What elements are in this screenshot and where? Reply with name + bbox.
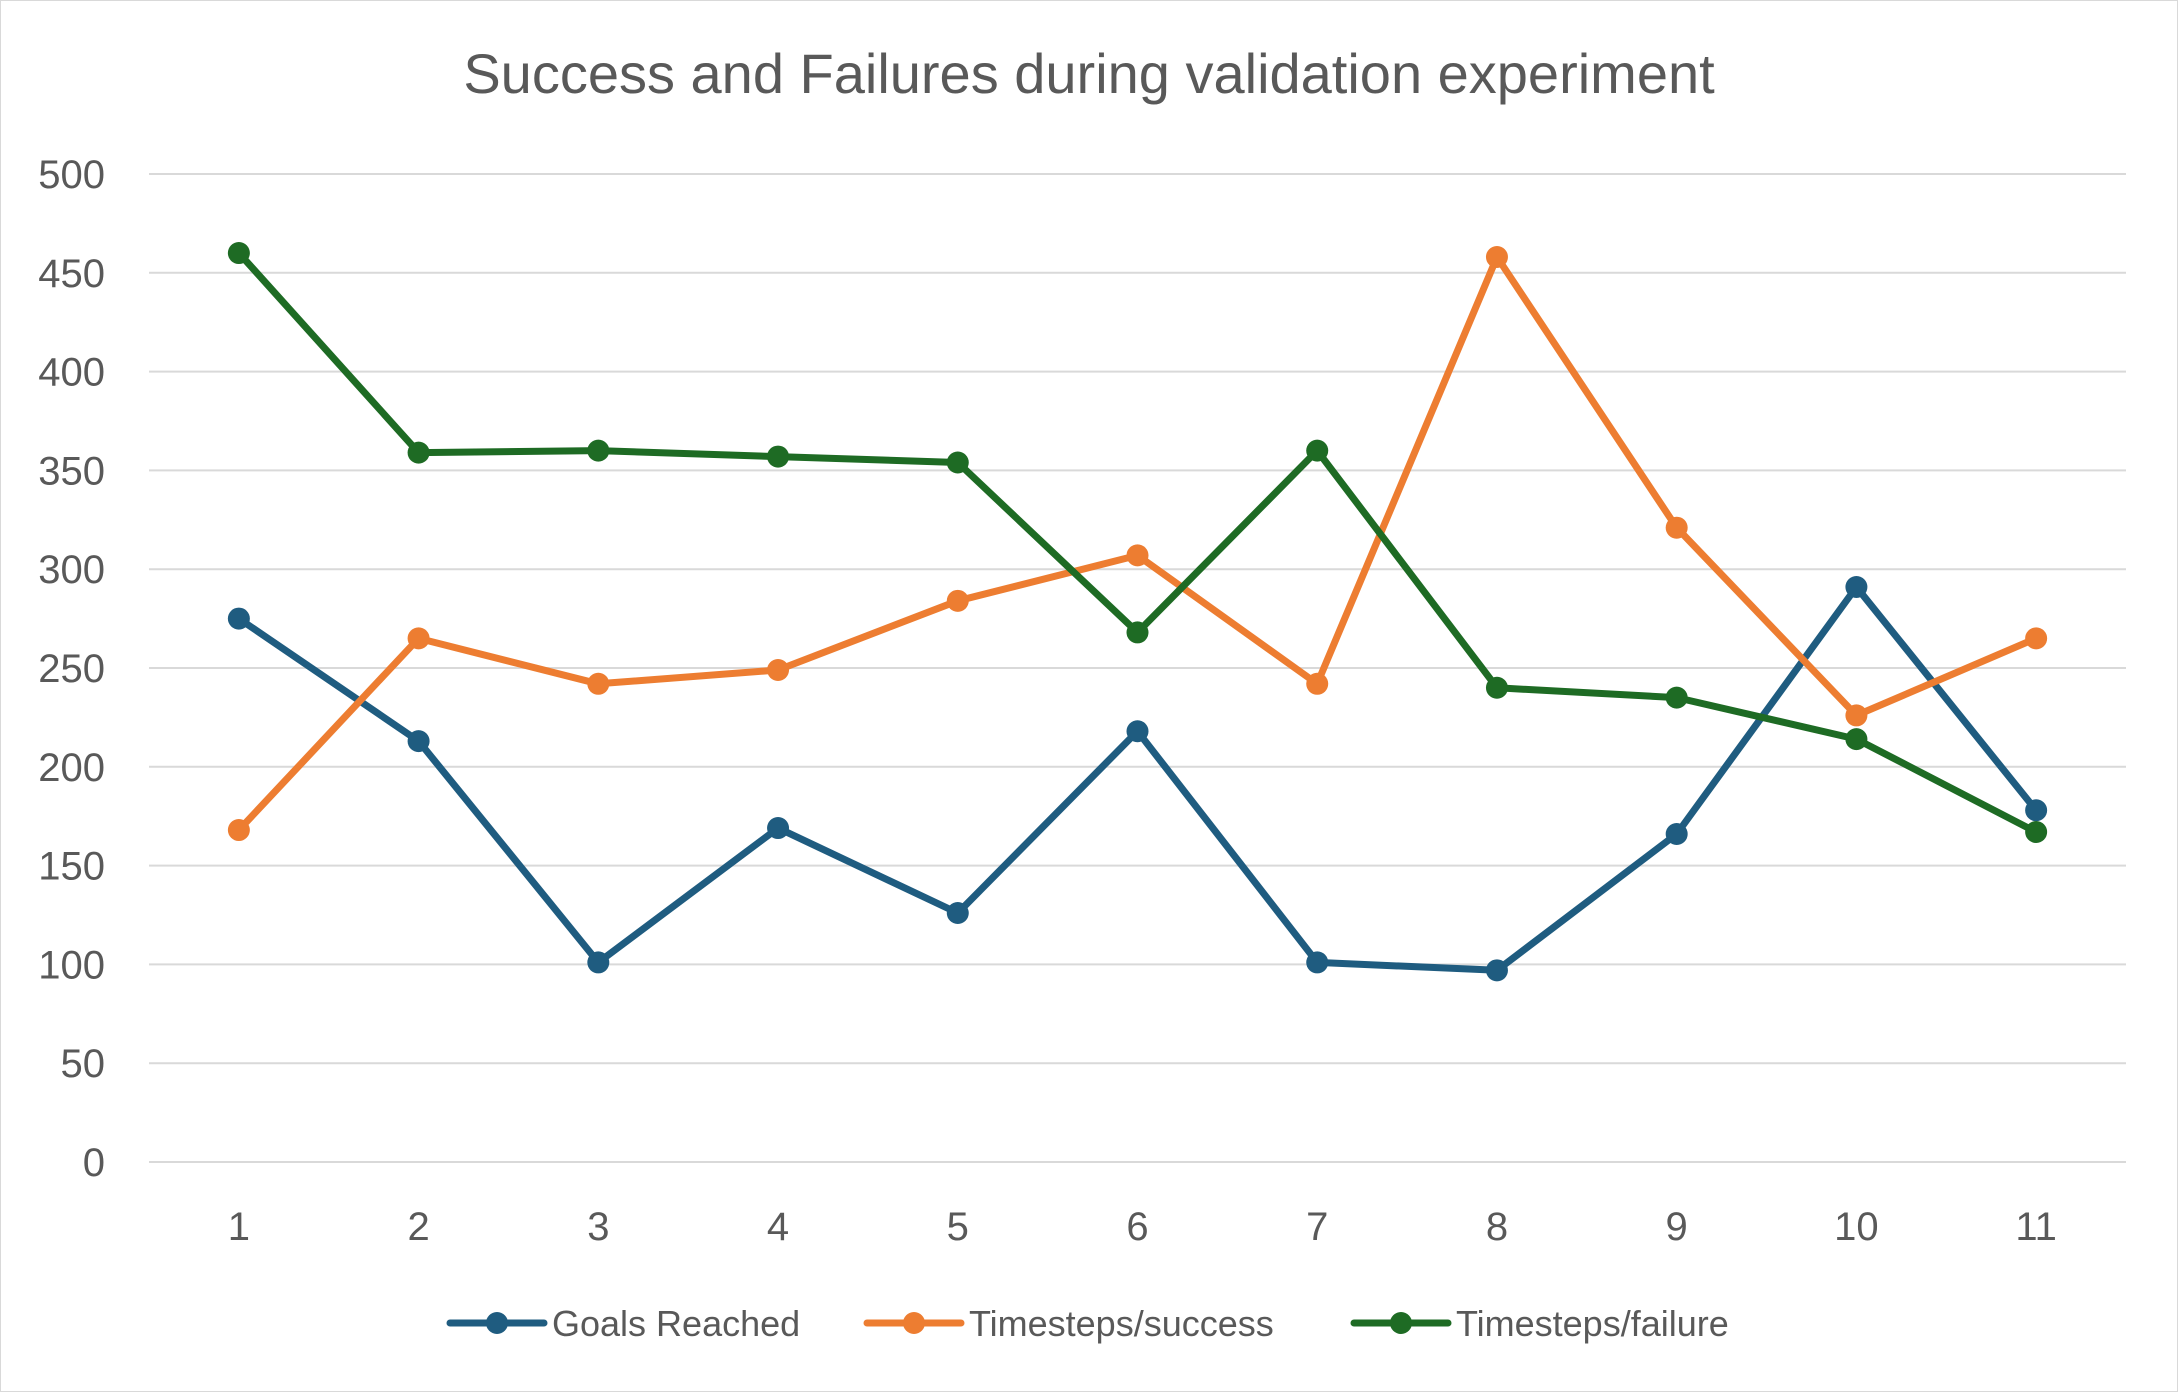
legend-entry-timesteps-success: Timesteps/success bbox=[863, 1303, 1274, 1344]
data-point bbox=[227, 819, 250, 842]
data-point bbox=[2025, 821, 2048, 844]
y-tick-label: 300 bbox=[38, 548, 105, 592]
data-point bbox=[587, 951, 610, 974]
data-point bbox=[1845, 575, 1868, 598]
series-line-goals-reached bbox=[235, 583, 2040, 974]
y-tick-label: 200 bbox=[38, 746, 105, 790]
legend-entry-goals-reached: Goals Reached bbox=[446, 1303, 800, 1344]
x-tick-label: 5 bbox=[947, 1205, 969, 1249]
data-point bbox=[587, 672, 610, 695]
data-point bbox=[1126, 720, 1149, 743]
data-point bbox=[1306, 672, 1329, 695]
data-point bbox=[1126, 621, 1149, 644]
data-point bbox=[407, 441, 430, 464]
legend-swatch-marker bbox=[486, 1312, 508, 1334]
legend-entry-timesteps-failure: Timesteps/failure bbox=[1350, 1303, 1729, 1344]
data-point bbox=[1485, 245, 1508, 268]
data-point bbox=[1845, 704, 1868, 727]
data-point bbox=[1665, 516, 1688, 539]
x-tick-label: 10 bbox=[1834, 1205, 1879, 1249]
x-tick-label: 1 bbox=[228, 1205, 250, 1249]
series-goals-reached bbox=[227, 575, 2048, 982]
data-point bbox=[587, 439, 610, 462]
data-point bbox=[2025, 799, 2048, 822]
data-point bbox=[1845, 728, 1868, 751]
data-point bbox=[227, 607, 250, 630]
x-tick-label: 9 bbox=[1666, 1205, 1688, 1249]
x-tick-label: 6 bbox=[1126, 1205, 1148, 1249]
legend-swatch-marker bbox=[1390, 1312, 1412, 1334]
y-tick-label: 0 bbox=[83, 1141, 105, 1185]
data-point bbox=[1485, 959, 1508, 982]
x-tick-label: 2 bbox=[407, 1205, 429, 1249]
data-point bbox=[227, 242, 250, 265]
data-point bbox=[407, 627, 430, 650]
series-line-timesteps-failure bbox=[235, 249, 2040, 836]
x-tick-label: 7 bbox=[1306, 1205, 1328, 1249]
data-point bbox=[767, 445, 790, 468]
legend: Goals Reached Timesteps/success Timesteps/… bbox=[446, 1303, 1729, 1344]
series-timesteps-failure bbox=[227, 242, 2048, 844]
data-point bbox=[407, 730, 430, 753]
series-timesteps-success bbox=[227, 245, 2048, 842]
data-point bbox=[946, 589, 969, 612]
x-tick-label: 4 bbox=[767, 1205, 789, 1249]
data-point bbox=[1485, 676, 1508, 699]
data-point bbox=[2025, 627, 2048, 650]
y-axis-tick-labels: 0 50 100 150 200 250 300 350 400 450 500 bbox=[38, 153, 105, 1185]
data-point bbox=[1665, 686, 1688, 709]
data-point bbox=[1306, 951, 1329, 974]
y-tick-label: 50 bbox=[61, 1042, 106, 1086]
x-tick-label: 8 bbox=[1486, 1205, 1508, 1249]
data-point bbox=[767, 658, 790, 681]
data-point bbox=[1306, 439, 1329, 462]
legend-label: Timesteps/success bbox=[969, 1303, 1274, 1344]
x-axis-tick-labels: 1 2 3 4 5 6 7 8 9 10 11 bbox=[228, 1205, 2057, 1249]
y-tick-label: 500 bbox=[38, 153, 105, 197]
series-line-timesteps-success bbox=[235, 253, 2040, 834]
data-point bbox=[946, 451, 969, 474]
y-tick-label: 150 bbox=[38, 845, 105, 889]
x-tick-label: 3 bbox=[587, 1205, 609, 1249]
data-point bbox=[1126, 544, 1149, 567]
y-tick-label: 100 bbox=[38, 943, 105, 987]
y-tick-label: 350 bbox=[38, 449, 105, 493]
gridlines bbox=[149, 173, 2126, 1163]
data-point bbox=[767, 817, 790, 840]
y-tick-label: 450 bbox=[38, 252, 105, 296]
x-tick-label: 11 bbox=[2015, 1205, 2057, 1249]
series-group bbox=[227, 242, 2048, 982]
chart-title: Success and Failures during validation e… bbox=[463, 42, 1715, 105]
legend-swatch-marker bbox=[903, 1312, 925, 1334]
y-tick-label: 250 bbox=[38, 647, 105, 691]
data-point bbox=[1665, 822, 1688, 845]
data-point bbox=[946, 902, 969, 925]
y-tick-label: 400 bbox=[38, 351, 105, 395]
legend-label: Timesteps/failure bbox=[1456, 1303, 1729, 1344]
legend-label: Goals Reached bbox=[552, 1303, 800, 1344]
